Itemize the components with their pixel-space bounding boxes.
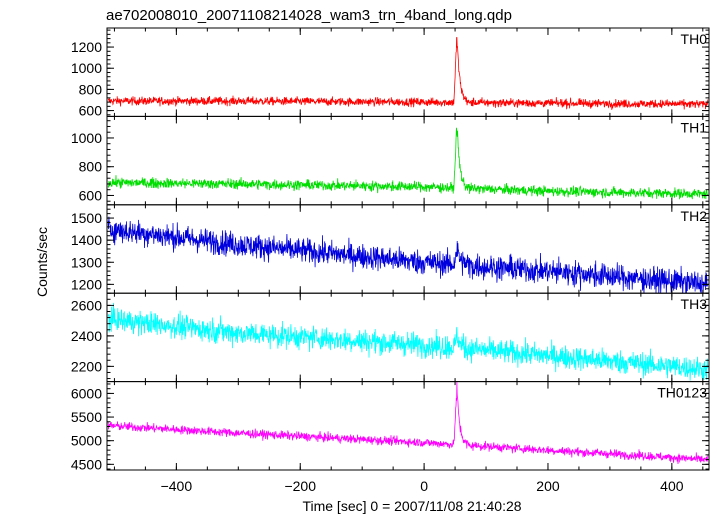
y-tick-label: 4500 — [71, 456, 102, 472]
series-line-th2 — [107, 216, 709, 294]
x-axis-label: Time [sec] 0 = 2007/11/08 21:40:28 — [302, 498, 521, 514]
panel-th2: 1200 1300 1400 1500 TH2 — [71, 204, 710, 294]
series-line-th1 — [107, 127, 709, 200]
y-tick-label: 800 — [79, 159, 103, 175]
y-tick-label: 2200 — [71, 358, 102, 374]
series-line-th0123 — [107, 381, 709, 465]
panel-th3: 2200 2400 2600 TH3 — [71, 292, 710, 383]
panel-th1: 600 800 1000 TH1 — [71, 115, 710, 206]
panel-frame — [106, 381, 710, 471]
series-line-th3 — [107, 302, 709, 381]
y-tick-label: 5000 — [71, 433, 102, 449]
panel-label: TH0 — [681, 31, 708, 47]
y-tick-label: 6000 — [71, 385, 102, 401]
x-tick-label: −200 — [284, 478, 316, 494]
y-tick-label: 1000 — [71, 60, 102, 76]
y-tick-label: 1200 — [71, 276, 102, 292]
y-tick-label: 1400 — [71, 232, 102, 248]
panel-th0: 600 800 1000 1200 TH0 — [71, 27, 710, 119]
y-tick-label: 5500 — [71, 409, 102, 425]
y-tick-label: 2600 — [71, 297, 102, 313]
x-tick-label: 0 — [420, 478, 428, 494]
y-tick-label: 1200 — [71, 39, 102, 55]
x-tick-label: 200 — [536, 478, 560, 494]
y-tick-label: 800 — [79, 81, 103, 97]
x-tick-label: 400 — [660, 478, 684, 494]
panel-label: TH2 — [681, 208, 708, 224]
y-tick-label: 600 — [79, 103, 103, 119]
chart-title: ae702008010_20071108214028_wam3_trn_4ban… — [106, 7, 512, 24]
y-tick-label: 600 — [79, 187, 103, 203]
panel-label: TH3 — [681, 296, 708, 312]
y-tick-label: 1000 — [71, 130, 102, 146]
panel-label: TH0123 — [657, 385, 707, 401]
y-tick-label: 1300 — [71, 254, 102, 270]
panels-group: 600 800 1000 1200 TH0 600 800 1000 TH1 1200 1300 14… — [71, 27, 710, 472]
y-tick-label: 1500 — [71, 210, 102, 226]
panel-label: TH1 — [681, 119, 708, 135]
y-tick-label: 2400 — [71, 328, 102, 344]
y-axis-label: Counts/sec — [34, 227, 50, 297]
series-line-th0 — [107, 37, 709, 110]
panel-th0123: 4500 5000 5500 6000 TH0123 — [71, 381, 710, 472]
x-axis: −400 −200 0 200 400 — [161, 478, 684, 494]
x-tick-label: −400 — [161, 478, 193, 494]
